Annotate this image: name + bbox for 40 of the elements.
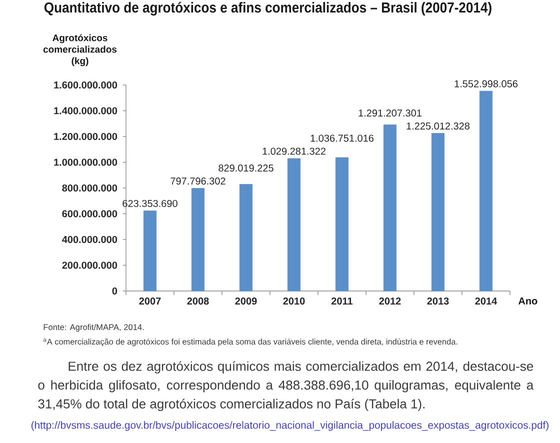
y-tick-label: 1.000.000.000 [54, 158, 118, 166]
x-axis-title: Ano [518, 297, 538, 304]
bar [479, 90, 493, 292]
x-tick-label: 2014 [475, 298, 498, 305]
y-tick-label: 1.200.000.000 [54, 132, 118, 140]
text: Entre os dez agrotóxicos químicos mais comercializados em 2014, destacou-se o herbicida glifosato, correspondendo a 488.388.696,10 quilogramas, equivalente a 31,45% do total de agrotóxicos comercializados no País (Tabela 1). [38, 361, 534, 412]
text: (http://bvsms.saude.gov.br/bvs/publicacoes/relatorio_nacional_vigilancia_populacoes_expostas_agrotoxicos.pdf) [31, 421, 548, 431]
y-tick-label: 600.000.000 [62, 210, 118, 218]
x-tick-label: 2009 [235, 298, 257, 305]
data-label: 1.291.207.301 [358, 109, 422, 117]
x-tick-label: 2007 [139, 298, 161, 305]
bar [239, 184, 253, 292]
data-label: 797.796.302 [170, 177, 226, 185]
source-note: Fonte: Agrofit/MAPA, 2014. [44, 324, 144, 332]
chart-title: Quantitativo de agrotóxicos e afins comercializados – Brasil (2007-2014) [44, 2, 492, 16]
bar [191, 188, 205, 292]
bar [383, 124, 397, 292]
bar [287, 158, 301, 292]
y-tick-label: 1.600.000.000 [54, 81, 118, 89]
y-tick-label: 200.000.000 [62, 262, 118, 269]
y-tick-label: 1.400.000.000 [54, 107, 118, 114]
bar [431, 133, 445, 292]
data-label: 1.552.998.056 [454, 80, 518, 88]
data-label: 623.353.690 [122, 200, 178, 208]
data-label: 1.029.281.322 [262, 148, 326, 155]
bar [335, 157, 349, 292]
y-tick-label: 400.000.000 [62, 236, 118, 244]
x-tick-label: 2012 [379, 298, 401, 305]
x-tick-label: 2010 [283, 298, 305, 305]
y-tick-label: 800.000.000 [62, 184, 118, 192]
data-label: 1.036.751.016 [310, 134, 374, 142]
x-tick-label: 2013 [427, 298, 449, 305]
y-axis-title: Agrotóxicos comercializados (kg) [43, 34, 117, 66]
data-label: 1.225.012.328 [406, 122, 470, 130]
text: $^{a}$A comercialização de agrotóxicos foi estimada pela soma das variáveis cliente, venda direta, indústria e revenda. [43, 338, 458, 346]
y-tick-label: 0 [112, 287, 118, 295]
data-label: 829.019.225 [218, 164, 274, 172]
x-tick-label: 2008 [187, 298, 209, 305]
bar [143, 210, 157, 292]
x-tick-label: 2011 [331, 298, 353, 305]
